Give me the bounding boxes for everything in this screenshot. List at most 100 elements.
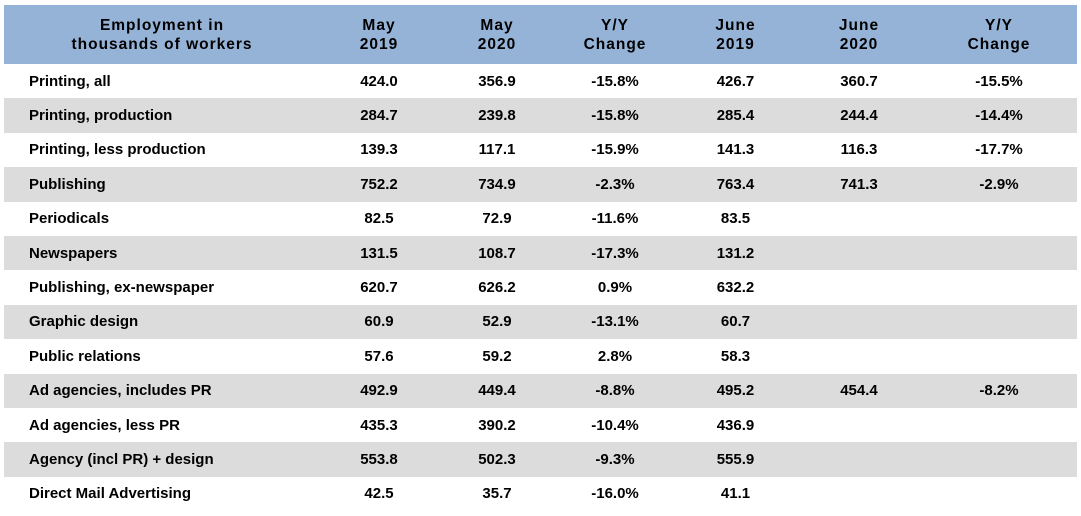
table-cell: 356.9: [438, 64, 556, 99]
column-header: June 2019: [674, 5, 797, 64]
table-cell: 555.9: [674, 442, 797, 477]
table-row: Publishing 752.2 734.9 -2.3% 763.4 741.3 -2.9%: [4, 167, 1077, 202]
row-label: Ad agencies, includes PR: [4, 373, 320, 408]
table-cell: 60.7: [674, 304, 797, 340]
table-cell: [797, 407, 921, 443]
row-label: Printing, all: [4, 64, 320, 99]
table-cell: -13.1%: [556, 304, 674, 340]
row-label: Periodicals: [4, 201, 320, 236]
table-row: Ad agencies, less PR 435.3 390.2 -10.4% 436.…: [4, 407, 1077, 443]
column-header-line-2: 2019: [359, 35, 399, 53]
table-row: Agency (incl PR) + design 553.8 502.3 -9.3%…: [4, 442, 1077, 477]
row-label: Publishing, ex-newspaper: [4, 270, 320, 305]
table-cell: 632.2: [674, 270, 797, 305]
table-cell: -15.5%: [921, 64, 1077, 99]
table-row: Printing, less production 139.3 117.1 -15.9…: [4, 132, 1077, 168]
table-cell: 59.2: [438, 339, 556, 374]
table-row: Newspapers 131.5 108.7 -17.3% 131.2: [4, 235, 1077, 271]
table-cell: 424.0: [320, 64, 438, 99]
column-header-line-1: Y/Y: [985, 16, 1013, 34]
table-cell: [921, 270, 1077, 305]
row-label: Publishing: [4, 167, 320, 202]
row-label: Agency (incl PR) + design: [4, 442, 320, 477]
table-cell: [921, 407, 1077, 443]
table-cell: 620.7: [320, 270, 438, 305]
column-header: June 2020: [797, 5, 921, 64]
row-label: Public relations: [4, 339, 320, 374]
table-cell: 131.5: [320, 235, 438, 271]
table-cell: 553.8: [320, 442, 438, 477]
table-cell: 72.9: [438, 201, 556, 236]
table-cell: 285.4: [674, 98, 797, 133]
row-label: Newspapers: [4, 235, 320, 271]
table-cell: -15.9%: [556, 132, 674, 168]
table-cell: 752.2: [320, 167, 438, 202]
table-cell: 0.9%: [556, 270, 674, 305]
table-cell: 41.1: [674, 476, 797, 512]
row-label: Printing, production: [4, 98, 320, 133]
column-header: Y/Y Change: [921, 5, 1077, 64]
table-cell: 141.3: [674, 132, 797, 168]
employment-table: Employment in thousands of workers May 2019…: [4, 5, 1077, 512]
table-cell: 492.9: [320, 373, 438, 408]
table-cell: 2.8%: [556, 339, 674, 374]
table-cell: 57.6: [320, 339, 438, 374]
table-cell: -8.2%: [921, 373, 1077, 408]
table-cell: 734.9: [438, 167, 556, 202]
table-row: Printing, all 424.0 356.9 -15.8% 426.7 360.7-…: [4, 64, 1077, 99]
table-cell: -9.3%: [556, 442, 674, 477]
table-cell: 360.7: [797, 64, 921, 99]
table-cell: 60.9: [320, 304, 438, 340]
table-cell: [797, 339, 921, 374]
table-cell: -11.6%: [556, 201, 674, 236]
table-cell: -2.9%: [921, 167, 1077, 202]
table-cell: -14.4%: [921, 98, 1077, 133]
row-label: Ad agencies, less PR: [4, 407, 320, 443]
table-cell: [921, 442, 1077, 477]
table-row: Publishing, ex-newspaper 620.7 626.2 0.9% 63…: [4, 270, 1077, 305]
table-cell: -2.3%: [556, 167, 674, 202]
table-cell: [921, 476, 1077, 512]
header-row: Employment in thousands of workers May 2019…: [4, 5, 1077, 64]
column-header-line-1: May: [362, 16, 396, 34]
column-header-line-2: 2019: [716, 35, 755, 53]
table-cell: -16.0%: [556, 476, 674, 512]
column-header: Employment in thousands of workers: [4, 5, 320, 64]
column-header: Y/Y Change: [556, 5, 674, 64]
table-row: Periodicals 82.5 72.9 -11.6% 83.5: [4, 201, 1077, 236]
table-cell: 239.8: [438, 98, 556, 133]
table-cell: 52.9: [438, 304, 556, 340]
table-cell: 495.2: [674, 373, 797, 408]
table-cell: [797, 235, 921, 271]
table-cell: [797, 270, 921, 305]
column-header-line-1: May: [480, 16, 514, 34]
table-row: Direct Mail Advertising 42.5 35.7 -16.0% 41.…: [4, 476, 1077, 512]
column-header-line-1: June: [838, 16, 880, 34]
table-cell: -17.3%: [556, 235, 674, 271]
table-cell: 116.3: [797, 132, 921, 168]
table-row: Ad agencies, includes PR 492.9 449.4 -8.8% 4…: [4, 373, 1077, 408]
table-cell: -8.8%: [556, 373, 674, 408]
table-cell: -10.4%: [556, 407, 674, 443]
column-header-line-2: thousands of workers: [71, 35, 253, 53]
table-cell: 108.7: [438, 235, 556, 271]
table-cell: 244.4: [797, 98, 921, 133]
table-cell: 502.3: [438, 442, 556, 477]
table-row: Graphic design 60.9 52.9 -13.1% 60.7: [4, 304, 1077, 340]
table-cell: 454.4: [797, 373, 921, 408]
table-cell: 449.4: [438, 373, 556, 408]
table-cell: 117.1: [438, 132, 556, 168]
table-cell: 131.2: [674, 235, 797, 271]
table-cell: 436.9: [674, 407, 797, 443]
table-row: Public relations 57.6 59.2 2.8% 58.3: [4, 339, 1077, 374]
table-cell: 139.3: [320, 132, 438, 168]
column-header-line-2: Change: [583, 35, 647, 53]
table-cell: [921, 304, 1077, 340]
table-cell: -15.8%: [556, 64, 674, 99]
table-cell: [921, 339, 1077, 374]
table-row: Printing, production 284.7 239.8 -15.8% 285.…: [4, 98, 1077, 133]
table-cell: 42.5: [320, 476, 438, 512]
column-header-line-1: June: [715, 16, 756, 34]
row-label: Printing, less production: [4, 132, 320, 168]
table-cell: [921, 201, 1077, 236]
